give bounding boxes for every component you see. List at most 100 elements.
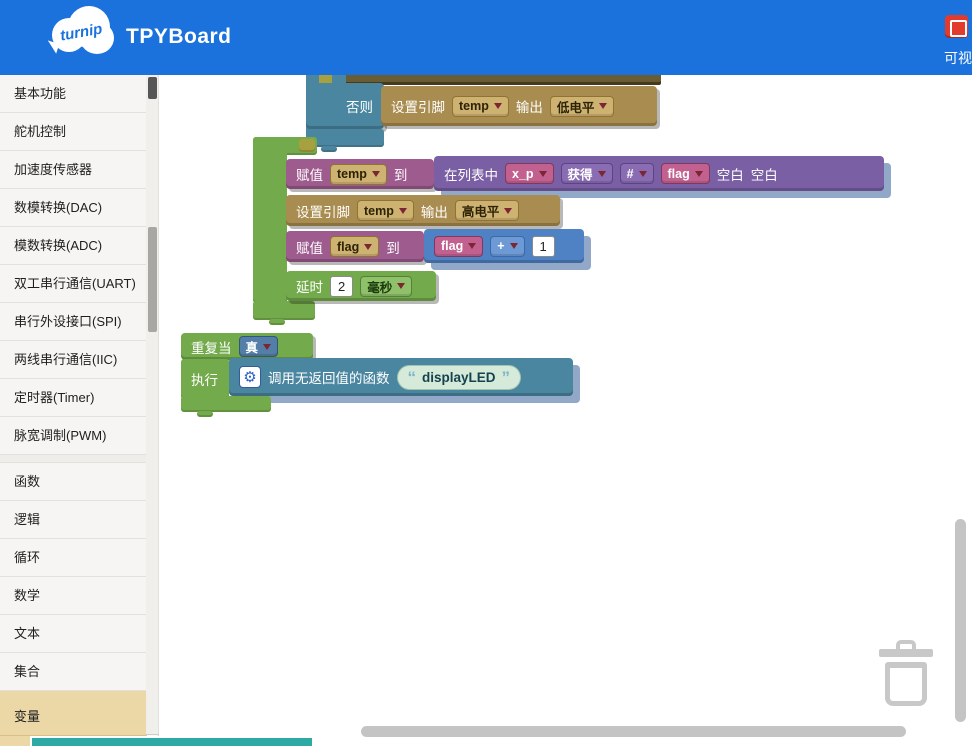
sidebar-item-uart[interactable]: 双工串行通信(UART) (0, 265, 146, 303)
sidebar-item-pwm[interactable]: 脉宽调制(PWM) (0, 417, 146, 455)
sidebar-item-servo[interactable]: 舵机控制 (0, 113, 146, 151)
toolbox-sidebar: 基本功能 舵机控制 加速度传感器 数模转换(DAC) 模数转换(ADC) 双工串… (0, 75, 146, 746)
sidebar-item-timer[interactable]: 定时器(Timer) (0, 379, 146, 417)
set-pin-high-block[interactable]: 设置引脚 temp 输出 高电平 (286, 195, 560, 226)
list-var-dropdown[interactable]: x_p (505, 163, 554, 184)
sidebar-scrollbar[interactable] (146, 75, 159, 746)
condition-value: 真 (245, 341, 259, 355)
sidebar-item-dac[interactable]: 数模转换(DAC) (0, 189, 146, 227)
visual-mode-label[interactable]: 可视 (944, 50, 972, 66)
sidebar-item-adc[interactable]: 模数转换(ADC) (0, 227, 146, 265)
repeat-while-block-header[interactable]: 重复当 真 (181, 333, 313, 360)
math-var-dropdown[interactable]: flag (434, 235, 484, 257)
red-app-icon[interactable] (945, 15, 968, 38)
trash-can-icon[interactable] (879, 640, 933, 708)
function-name: displayLED (422, 369, 496, 385)
else-label: 否则 (346, 100, 373, 115)
math-increment-block[interactable]: flag + 1 (424, 229, 584, 263)
set-pin-low-block[interactable]: 设置引脚 temp 输出 低电平 (381, 86, 657, 126)
delay-number-field[interactable]: 2 (330, 275, 354, 297)
index-mode: # (626, 166, 634, 181)
loop-block-column[interactable] (253, 137, 287, 303)
to-label: 到 (386, 240, 400, 256)
in-list-label: 在列表中 (444, 167, 498, 183)
turnip-cloud-logo-icon: turnip (44, 4, 120, 60)
dropdown-arrow-icon (509, 243, 518, 249)
sidebar-item-math[interactable]: 数学 (0, 577, 146, 615)
var-name: x_p (512, 166, 534, 181)
dropdown-arrow-icon (597, 170, 606, 177)
var-name: flag (441, 239, 464, 253)
level-dropdown[interactable]: 高电平 (454, 200, 520, 221)
assign-var-dropdown[interactable]: temp (330, 163, 387, 185)
assign-var-dropdown[interactable]: flag (330, 236, 380, 257)
repeat-block-tab (197, 411, 213, 417)
sidebar-item-loops[interactable]: 循环 (0, 539, 146, 577)
to-label: 到 (393, 168, 408, 183)
blank-label: 空白 (750, 167, 778, 183)
bottom-teal-bar (30, 736, 314, 746)
sidebar-item-variables[interactable]: 变量 (0, 698, 146, 736)
index-mode-dropdown[interactable]: # (619, 163, 654, 184)
condition-dropdown[interactable]: 真 (238, 336, 279, 357)
op-value: + (497, 239, 505, 253)
delay-unit-dropdown[interactable]: 毫秒 (360, 275, 413, 297)
list-get-block[interactable]: 在列表中 x_p 获得 # flag 空白 空白 (434, 156, 884, 191)
dropdown-arrow-icon (263, 343, 272, 350)
assign-label: 赋值 (296, 240, 323, 256)
var-name: flag (667, 166, 690, 181)
number-field[interactable]: 1 (531, 235, 555, 257)
function-name-field[interactable]: “ displayLED ” (396, 364, 522, 390)
sidebar-item-iic[interactable]: 两线串行通信(IIC) (0, 341, 146, 379)
sidebar-item-logic[interactable]: 逻辑 (0, 501, 146, 539)
repeat-block-bottom[interactable] (181, 396, 271, 412)
gear-icon[interactable]: ⚙ (239, 366, 261, 388)
math-op-dropdown[interactable]: + (490, 235, 525, 257)
dropdown-arrow-icon (504, 207, 513, 214)
level-dropdown[interactable]: 低电平 (549, 95, 615, 117)
assign-flag-block[interactable]: 赋值 flag 到 (286, 231, 424, 262)
delay-block[interactable]: 延时 2 毫秒 (286, 271, 436, 301)
pin-var-dropdown[interactable]: temp (357, 200, 414, 221)
workspace-canvas[interactable]: 否则 设置引脚 temp 输出 低电平 赋值 temp (159, 75, 972, 746)
sidebar-scrollbar-thumb[interactable] (148, 77, 157, 99)
horizontal-scrollbar-thumb[interactable] (361, 726, 906, 737)
sidebar-item-text[interactable]: 文本 (0, 615, 146, 653)
sidebar-item-lists[interactable]: 集合 (0, 653, 146, 691)
assign-temp-block[interactable]: 赋值 temp 到 (286, 159, 434, 189)
output-label: 输出 (420, 204, 448, 220)
vertical-scrollbar-thumb[interactable] (955, 519, 966, 722)
level-value: 低电平 (556, 100, 595, 115)
delay-label: 延时 (296, 280, 323, 295)
set-pin-label: 设置引脚 (296, 204, 350, 220)
dropdown-arrow-icon (694, 170, 703, 177)
sidebar-item-functions[interactable]: 函数 (0, 463, 146, 501)
dropdown-arrow-icon (538, 170, 547, 177)
list-op-dropdown[interactable]: 获得 (560, 163, 613, 184)
header: turnip TPYBoard 可视 (0, 0, 972, 75)
if-else-block-lip[interactable] (306, 129, 384, 147)
loop-block-notch (299, 139, 315, 152)
cutoff-block[interactable] (329, 75, 661, 82)
loop-block-bottom[interactable] (253, 301, 315, 320)
assign-label: 赋值 (296, 168, 323, 183)
pin-var-dropdown[interactable]: temp (452, 95, 509, 117)
dropdown-arrow-icon (599, 103, 608, 109)
sidebar-item-spi[interactable]: 串行外设接口(SPI) (0, 303, 146, 341)
dropdown-arrow-icon (468, 243, 477, 249)
var-name: temp (337, 167, 367, 181)
sidebar-item-basic[interactable]: 基本功能 (0, 75, 146, 113)
blank-label: 空白 (716, 167, 744, 183)
repeat-block-column[interactable] (181, 359, 229, 399)
op-value: 获得 (567, 168, 593, 182)
call-function-block[interactable]: ⚙ 调用无返回值的函数 “ displayLED ” (229, 358, 573, 396)
pin-var-name: temp (459, 99, 489, 113)
index-var-dropdown[interactable]: flag (660, 163, 710, 184)
else-branch-shelf[interactable]: 否则 (306, 83, 384, 129)
sidebar-item-accelerometer[interactable]: 加速度传感器 (0, 151, 146, 189)
var-name: flag (337, 239, 360, 254)
call-function-label: 调用无返回值的函数 (268, 371, 390, 386)
loop-block-tab (269, 319, 285, 325)
workspace-left-scrollbar-thumb[interactable] (148, 227, 157, 332)
set-pin-label: 设置引脚 (391, 100, 445, 115)
